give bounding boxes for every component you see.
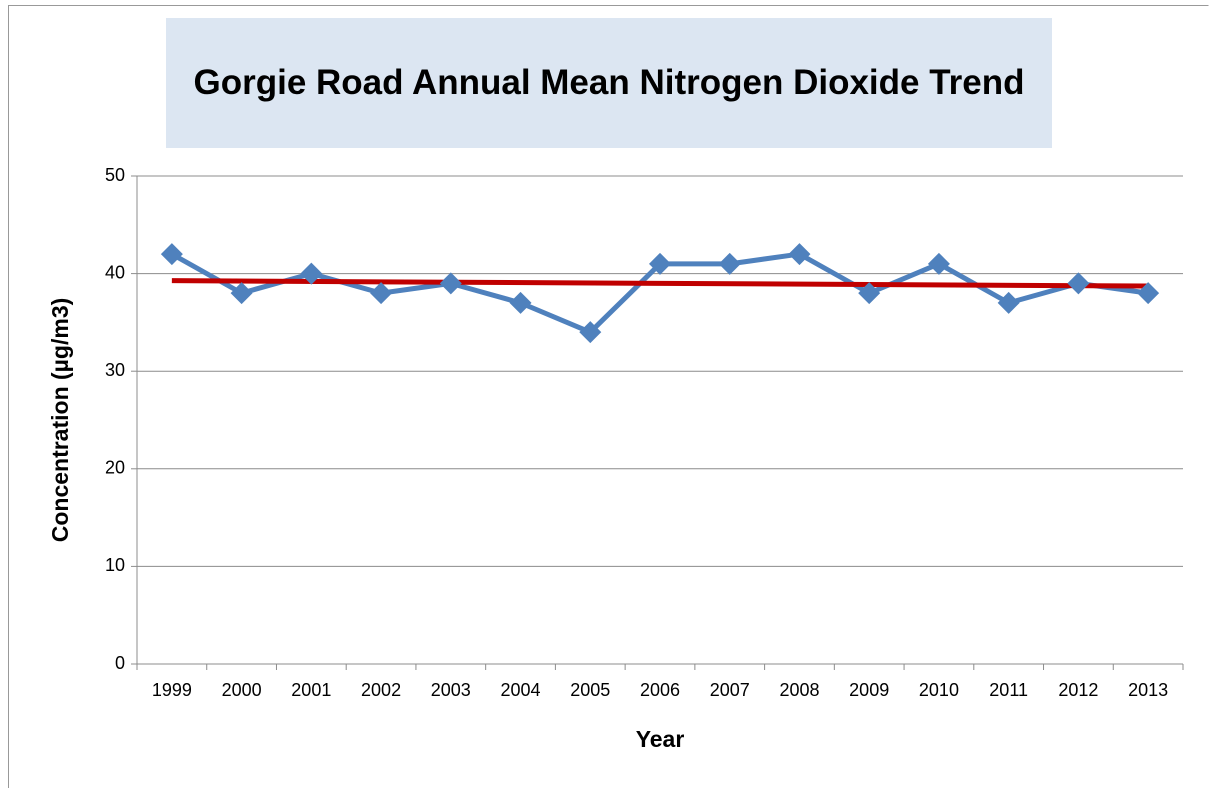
data-point [509, 291, 532, 314]
y-tick-label: 20 [105, 458, 125, 478]
x-tick-label: 2010 [919, 680, 959, 700]
x-tick-label: 2001 [291, 680, 331, 700]
x-tick-label: 2011 [989, 680, 1028, 700]
x-tick-label: 2007 [710, 680, 750, 700]
data-point [927, 252, 950, 275]
x-tick-label: 2009 [849, 680, 889, 700]
y-tick-label: 30 [105, 360, 125, 380]
data-point [1067, 272, 1090, 295]
x-axis-label: Year [636, 726, 685, 752]
chart-title: Gorgie Road Annual Mean Nitrogen Dioxide… [166, 18, 1052, 148]
y-tick-label: 10 [105, 555, 125, 575]
x-tick-label: 2006 [640, 680, 680, 700]
data-point [858, 282, 881, 305]
chart-border [8, 5, 1209, 788]
data-point [300, 262, 323, 285]
x-tick-label: 2013 [1128, 680, 1168, 700]
data-point [439, 272, 462, 295]
x-tick-label: 2000 [222, 680, 262, 700]
x-tick-label: 2012 [1058, 680, 1098, 700]
y-tick-label: 0 [115, 653, 125, 673]
data-point [718, 252, 741, 275]
data-point [1137, 282, 1160, 305]
data-point [370, 282, 393, 305]
data-point [788, 243, 811, 266]
y-tick-label: 50 [105, 165, 125, 185]
data-point [230, 282, 253, 305]
trend-line [171, 278, 1149, 289]
data-point [579, 321, 602, 344]
y-axis-label: Concentration (µg/m3) [47, 298, 73, 543]
x-tick-label: 2004 [501, 680, 541, 700]
x-tick-label: 2008 [779, 680, 819, 700]
y-tick-label: 40 [105, 262, 125, 282]
x-tick-label: 1999 [152, 680, 192, 700]
x-tick-label: 2003 [431, 680, 471, 700]
x-tick-label: 2005 [570, 680, 610, 700]
data-point [997, 291, 1020, 314]
data-point [649, 252, 671, 275]
x-tick-label: 2002 [361, 680, 401, 700]
data-point [160, 243, 183, 266]
